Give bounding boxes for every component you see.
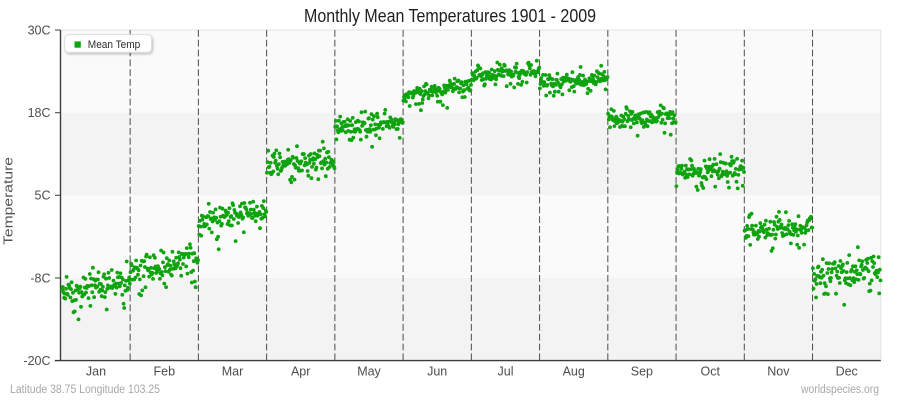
svg-text:May: May — [357, 365, 381, 379]
svg-text:Jan: Jan — [86, 365, 106, 379]
svg-text:Mean Temp: Mean Temp — [88, 39, 141, 51]
svg-text:Latitude 38.75 Longitude 103.2: Latitude 38.75 Longitude 103.25 — [10, 384, 160, 396]
svg-text:Temperature: Temperature — [1, 157, 16, 245]
svg-text:Feb: Feb — [154, 365, 176, 379]
svg-text:Sep: Sep — [631, 365, 653, 379]
svg-text:Jun: Jun — [427, 365, 447, 379]
svg-text:worldspecies.org: worldspecies.org — [800, 384, 879, 396]
svg-text:Jul: Jul — [498, 365, 514, 379]
svg-text:-20C: -20C — [23, 354, 50, 368]
svg-text:30C: 30C — [28, 23, 51, 37]
svg-text:5C: 5C — [35, 189, 51, 203]
svg-text:Mar: Mar — [222, 365, 244, 379]
svg-text:Dec: Dec — [836, 365, 858, 379]
svg-text:Oct: Oct — [700, 365, 720, 379]
svg-text:Nov: Nov — [767, 365, 790, 379]
svg-text:Monthly Mean Temperatures 1901: Monthly Mean Temperatures 1901 - 2009 — [304, 6, 596, 26]
svg-text:-8C: -8C — [30, 271, 50, 285]
svg-text:18C: 18C — [28, 106, 51, 120]
svg-text:Aug: Aug — [563, 365, 585, 379]
svg-text:Apr: Apr — [291, 365, 310, 379]
